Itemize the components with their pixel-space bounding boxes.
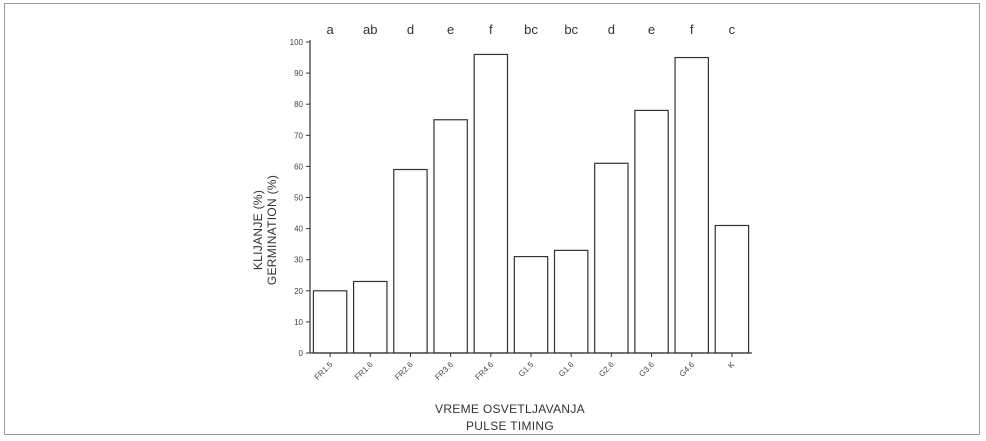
bar-fr2-6 (393, 168, 428, 354)
significance-letter: f (489, 22, 493, 37)
bar-g3-6 (634, 109, 669, 354)
y-axis-title-line-1: KLIJANJE (%) (251, 190, 265, 270)
y-tick-label: 50 (294, 194, 303, 203)
x-tick-label: G2.6 (597, 360, 616, 379)
bar-fr1-6 (352, 280, 388, 354)
significance-letter: d (608, 22, 615, 37)
significance-letter: e (447, 22, 454, 37)
y-tick-label: 90 (294, 69, 303, 78)
bar-g1-6 (553, 249, 589, 354)
significance-letter: c (729, 22, 736, 37)
bar-fr3-6 (433, 119, 468, 354)
x-axis-title-line-2: PULSE TIMING (466, 419, 554, 433)
significance-letter: a (326, 22, 334, 37)
significance-letter: d (407, 22, 414, 37)
y-tick-label: 0 (299, 349, 304, 358)
x-tick-label: FR2.6 (393, 360, 415, 382)
x-axis-title-line-1: VREME OSVETLJAVANJA (435, 402, 585, 416)
y-tick-label: 60 (294, 162, 303, 171)
x-tick-label: FR4.6 (473, 360, 495, 382)
axes-layer (306, 40, 752, 357)
significance-letter: ab (363, 22, 377, 37)
y-tick-label: 10 (294, 318, 303, 327)
x-tick-label: G3.6 (637, 360, 656, 379)
y-axis-title-line-2: GERMINATION (%) (265, 175, 279, 285)
significance-letter: bc (564, 22, 578, 37)
x-tick-label: FR1.5 (313, 360, 335, 382)
bar-g4-6 (674, 56, 710, 354)
y-tick-label: 20 (294, 287, 303, 296)
significance-letter: bc (524, 22, 538, 37)
bar-k (714, 224, 750, 354)
bar-g1-5 (513, 255, 549, 354)
x-tick-label: K (726, 360, 737, 371)
bar-fr4-6 (473, 53, 509, 354)
y-tick-label: 70 (294, 131, 303, 140)
significance-letter: e (648, 22, 655, 37)
x-tick-label: G1.6 (557, 360, 576, 379)
y-tick-label: 80 (294, 100, 303, 109)
x-tick-label: FR3.6 (433, 360, 455, 382)
x-tick-label: FR1.6 (353, 360, 375, 382)
bars-layer (312, 53, 750, 354)
bar-fr1-5 (312, 290, 348, 354)
y-tick-label: 30 (294, 256, 303, 265)
bar-g2-6 (594, 162, 629, 354)
y-tick-label: 100 (290, 38, 304, 47)
y-tick-label: 40 (294, 225, 303, 234)
x-tick-label: G1.5 (517, 360, 536, 379)
significance-letter: f (690, 22, 694, 37)
x-tick-label: G4.6 (678, 360, 697, 379)
